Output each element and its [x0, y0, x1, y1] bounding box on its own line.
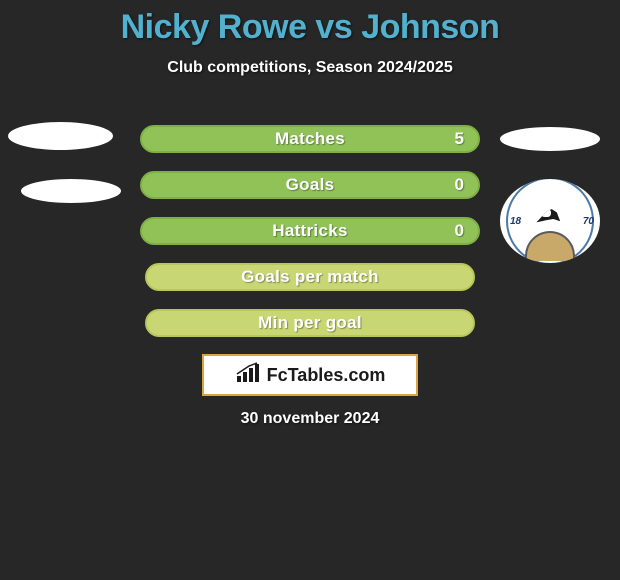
- bar-value: 0: [455, 175, 464, 195]
- bar-matches: Matches 5: [140, 125, 480, 153]
- brand-box: FcTables.com: [202, 354, 418, 396]
- bar-label: Hattricks: [272, 221, 347, 241]
- bar-hattricks: Hattricks 0: [140, 217, 480, 245]
- bar-chart-icon: [235, 362, 261, 389]
- brand-text: FcTables.com: [267, 365, 386, 386]
- bar-value: 5: [455, 129, 464, 149]
- bar-label: Min per goal: [258, 313, 362, 333]
- bar-label: Goals per match: [241, 267, 379, 287]
- comparison-bars: Matches 5 Goals 0 Hattricks 0 Goals per …: [140, 125, 480, 355]
- page-subtitle: Club competitions, Season 2024/2025: [0, 59, 620, 77]
- bar-goals: Goals 0: [140, 171, 480, 199]
- bar-label: Goals: [286, 175, 335, 195]
- player-badge-right-top: [500, 127, 600, 151]
- date-text: 30 november 2024: [241, 410, 380, 428]
- bar-min-per-goal: Min per goal: [145, 309, 475, 337]
- page-title: Nicky Rowe vs Johnson: [0, 0, 620, 47]
- crest-year-right: 70: [583, 216, 594, 227]
- crest-year-left: 18: [510, 216, 521, 227]
- bar-label: Matches: [275, 129, 345, 149]
- player-badge-left-bottom: [21, 179, 121, 203]
- club-crest: 18 70: [500, 179, 600, 263]
- player-badge-left-top: [8, 122, 113, 150]
- bar-goals-per-match: Goals per match: [145, 263, 475, 291]
- bar-value: 0: [455, 221, 464, 241]
